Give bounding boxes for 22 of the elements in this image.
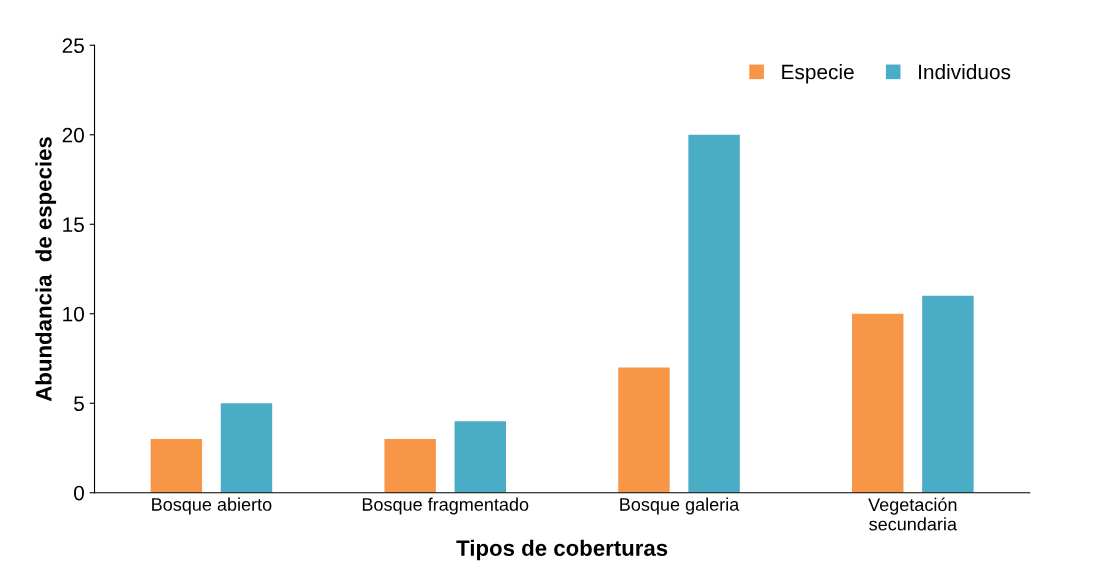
bar — [922, 295, 974, 493]
legend-label: Especie — [782, 64, 854, 84]
y-tick-label: 0 — [74, 485, 84, 501]
bar — [618, 367, 670, 493]
bar — [150, 439, 203, 493]
x-tick-label: Bosque abierto — [152, 497, 272, 515]
bar — [220, 403, 273, 493]
y-axis-title: Abundancia de especies — [35, 137, 57, 402]
bar — [852, 313, 904, 493]
bar — [688, 134, 740, 493]
x-tick-label: Vegetación secundaria — [868, 497, 957, 531]
y-tick-label: 25 — [62, 38, 84, 54]
y-tick-label: 20 — [62, 127, 84, 143]
bar — [454, 421, 506, 493]
y-tick-label: 5 — [74, 396, 84, 411]
y-tick-label: 15 — [63, 217, 84, 233]
x-tick-label: Bosque galeria — [620, 497, 740, 515]
x-tick-label: Bosque fragmentado — [362, 497, 529, 515]
x-axis-title: Tipos de coberturas — [456, 539, 668, 561]
legend-label: Individuos — [919, 64, 1011, 80]
bar — [384, 439, 436, 493]
y-tick-label: 10 — [63, 306, 84, 322]
